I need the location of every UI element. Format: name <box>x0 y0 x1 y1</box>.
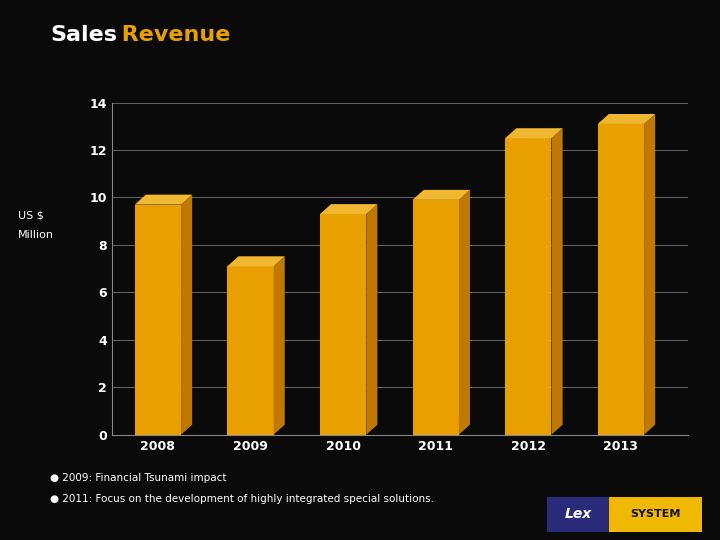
Polygon shape <box>320 214 366 435</box>
Polygon shape <box>505 138 552 435</box>
Text: ● 2011: Focus on the development of highly integrated special solutions.: ● 2011: Focus on the development of high… <box>50 495 434 504</box>
Polygon shape <box>459 190 470 435</box>
FancyBboxPatch shape <box>547 497 609 532</box>
Polygon shape <box>135 194 192 205</box>
Polygon shape <box>552 128 562 435</box>
Polygon shape <box>228 256 285 266</box>
Polygon shape <box>644 114 655 435</box>
Text: ● 2009: Financial Tsunami impact: ● 2009: Financial Tsunami impact <box>50 473 227 483</box>
Polygon shape <box>598 124 644 435</box>
Text: US $: US $ <box>18 211 44 221</box>
Polygon shape <box>366 204 377 435</box>
Polygon shape <box>320 204 377 214</box>
Text: SYSTEM: SYSTEM <box>631 509 680 519</box>
Polygon shape <box>505 128 562 138</box>
Text: Lex: Lex <box>564 508 592 521</box>
Text: Sales: Sales <box>50 25 117 45</box>
Text: Million: Million <box>18 230 54 240</box>
Polygon shape <box>598 114 655 124</box>
Polygon shape <box>181 194 192 435</box>
FancyBboxPatch shape <box>609 497 702 532</box>
Polygon shape <box>413 200 459 435</box>
Polygon shape <box>274 256 285 435</box>
Polygon shape <box>228 266 274 435</box>
Polygon shape <box>413 190 470 200</box>
Polygon shape <box>135 205 181 435</box>
Text: Revenue: Revenue <box>114 25 230 45</box>
